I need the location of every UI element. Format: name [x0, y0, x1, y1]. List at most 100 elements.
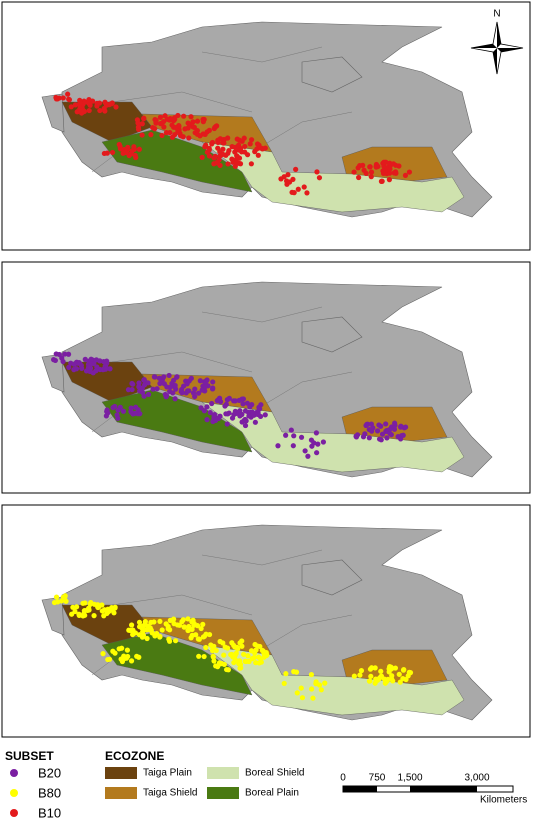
- sample-point: [236, 147, 242, 153]
- sample-point: [196, 653, 202, 659]
- sample-point: [188, 114, 194, 120]
- sample-point: [117, 143, 123, 149]
- ecozone-label: Boreal Shield: [245, 768, 304, 779]
- sample-point: [159, 627, 165, 633]
- sample-point: [253, 660, 259, 666]
- sample-point: [132, 410, 138, 416]
- sample-point: [314, 450, 320, 456]
- sample-point: [86, 107, 92, 114]
- sample-point: [378, 178, 385, 184]
- sample-point: [53, 594, 60, 600]
- sample-point: [124, 647, 131, 653]
- sample-point: [402, 172, 409, 179]
- sample-point: [392, 422, 398, 429]
- sample-point: [163, 621, 169, 627]
- sample-point: [101, 150, 107, 157]
- sample-point: [72, 102, 79, 108]
- sample-point: [290, 176, 296, 182]
- ecozone-swatch: [207, 787, 239, 799]
- sample-point: [129, 380, 135, 387]
- sample-point: [170, 390, 176, 396]
- sample-point: [304, 190, 310, 196]
- sample-point: [229, 156, 235, 162]
- sample-point: [275, 443, 281, 449]
- sample-point: [148, 619, 154, 625]
- sample-point: [95, 602, 101, 608]
- sample-point: [157, 380, 163, 387]
- sample-point: [186, 135, 192, 141]
- subset-swatch: [10, 789, 18, 797]
- sample-point: [210, 379, 216, 385]
- sample-point: [281, 680, 287, 687]
- subset-swatch: [10, 809, 18, 817]
- sample-point: [103, 366, 109, 372]
- sample-point: [191, 124, 197, 130]
- sample-point: [174, 374, 180, 380]
- sample-point: [139, 623, 145, 629]
- sample-point: [81, 108, 88, 114]
- sample-point: [263, 650, 269, 656]
- sample-point: [206, 153, 213, 159]
- sample-point: [68, 104, 74, 110]
- sample-point: [212, 417, 219, 424]
- sample-point: [184, 381, 190, 387]
- sample-point: [203, 142, 209, 148]
- sample-point: [166, 372, 172, 379]
- sample-point: [358, 668, 365, 674]
- sample-point: [141, 116, 147, 122]
- sample-point: [235, 142, 242, 148]
- sample-point: [150, 386, 156, 392]
- sample-point: [62, 351, 68, 357]
- sample-point: [242, 143, 248, 150]
- sample-point: [135, 407, 141, 413]
- sample-point: [181, 624, 187, 630]
- sample-point: [180, 617, 186, 623]
- sample-point: [206, 147, 212, 153]
- sample-point: [316, 682, 323, 688]
- sample-point: [309, 686, 315, 692]
- sample-point: [248, 161, 254, 167]
- sample-point: [163, 130, 170, 136]
- sample-point: [131, 144, 137, 150]
- sample-point: [215, 145, 221, 151]
- sample-point: [125, 387, 132, 393]
- sample-point: [379, 431, 386, 437]
- sample-point: [388, 664, 394, 670]
- sample-point: [308, 671, 315, 678]
- sample-point: [72, 608, 78, 615]
- sample-point: [320, 439, 326, 445]
- sample-point: [387, 160, 393, 166]
- sample-point: [299, 695, 306, 701]
- sample-point: [151, 374, 157, 380]
- sample-point: [235, 646, 241, 652]
- sample-point: [236, 409, 242, 415]
- sample-point: [380, 170, 387, 177]
- north-arrow: N: [470, 9, 524, 75]
- sample-point: [305, 453, 311, 459]
- sample-point: [139, 132, 145, 138]
- sample-point: [368, 427, 374, 433]
- sample-point: [295, 186, 301, 192]
- sample-point: [198, 625, 204, 632]
- sample-point: [224, 421, 230, 427]
- sample-point: [258, 659, 264, 665]
- sample-point: [82, 600, 88, 606]
- sample-point: [397, 679, 403, 685]
- sample-point: [122, 655, 128, 662]
- sample-point: [242, 658, 248, 664]
- sample-point: [240, 396, 247, 402]
- sample-point: [291, 669, 297, 675]
- sample-point: [225, 411, 231, 417]
- sample-point: [200, 621, 206, 627]
- sample-point: [112, 403, 118, 410]
- sample-point: [384, 435, 390, 441]
- sample-point: [93, 368, 99, 374]
- sample-point: [298, 434, 305, 440]
- sample-point: [214, 123, 220, 129]
- sample-point: [71, 361, 77, 367]
- sample-point: [216, 395, 223, 401]
- sample-point: [247, 141, 253, 147]
- sample-point: [141, 393, 147, 399]
- sample-point: [185, 627, 192, 633]
- sample-point: [135, 124, 142, 130]
